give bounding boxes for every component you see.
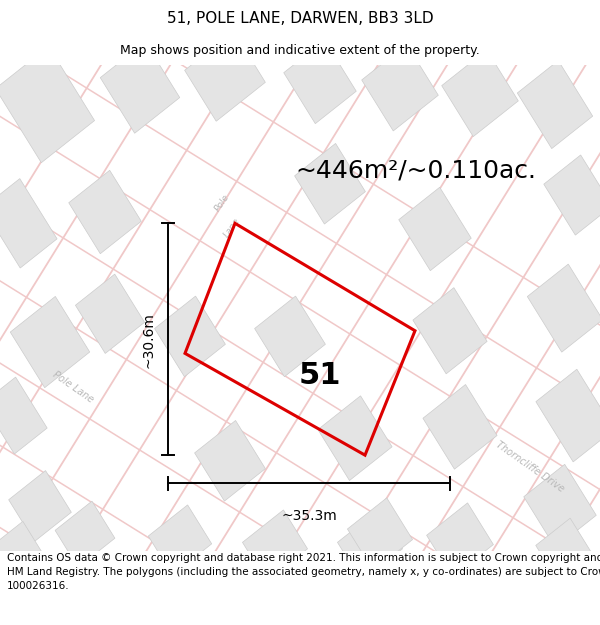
Polygon shape bbox=[295, 143, 365, 224]
Polygon shape bbox=[0, 179, 57, 268]
Text: Lane: Lane bbox=[222, 216, 242, 239]
Polygon shape bbox=[76, 274, 145, 353]
Polygon shape bbox=[0, 377, 47, 454]
Polygon shape bbox=[194, 421, 265, 501]
Polygon shape bbox=[536, 518, 594, 584]
Polygon shape bbox=[347, 498, 413, 571]
Polygon shape bbox=[242, 510, 308, 581]
Text: Map shows position and indicative extent of the property.: Map shows position and indicative extent… bbox=[120, 44, 480, 58]
Text: Pole: Pole bbox=[213, 192, 231, 213]
Polygon shape bbox=[318, 396, 392, 481]
Text: 51: 51 bbox=[299, 361, 341, 391]
Polygon shape bbox=[284, 40, 356, 124]
Polygon shape bbox=[55, 501, 115, 568]
Text: Contains OS data © Crown copyright and database right 2021. This information is : Contains OS data © Crown copyright and d… bbox=[7, 554, 600, 591]
Polygon shape bbox=[399, 188, 471, 271]
Text: ~35.3m: ~35.3m bbox=[281, 509, 337, 523]
Polygon shape bbox=[185, 31, 265, 121]
Text: Pole Lane: Pole Lane bbox=[51, 369, 95, 405]
Polygon shape bbox=[0, 46, 95, 162]
Polygon shape bbox=[527, 264, 600, 352]
Text: Thorncliffe Drive: Thorncliffe Drive bbox=[494, 439, 566, 494]
Polygon shape bbox=[413, 288, 487, 374]
Polygon shape bbox=[0, 521, 46, 581]
Polygon shape bbox=[524, 464, 596, 548]
Polygon shape bbox=[337, 510, 403, 581]
Polygon shape bbox=[69, 171, 141, 254]
Polygon shape bbox=[148, 505, 212, 575]
Text: ~30.6m: ~30.6m bbox=[141, 312, 155, 368]
Polygon shape bbox=[442, 50, 518, 137]
Polygon shape bbox=[544, 155, 600, 235]
Text: 51, POLE LANE, DARWEN, BB3 3LD: 51, POLE LANE, DARWEN, BB3 3LD bbox=[167, 11, 433, 26]
Polygon shape bbox=[254, 296, 325, 377]
Polygon shape bbox=[517, 61, 593, 149]
Text: ~446m²/~0.110ac.: ~446m²/~0.110ac. bbox=[295, 158, 536, 182]
Polygon shape bbox=[423, 384, 497, 469]
Polygon shape bbox=[427, 503, 493, 577]
Polygon shape bbox=[536, 369, 600, 462]
Polygon shape bbox=[100, 42, 180, 133]
Polygon shape bbox=[10, 296, 90, 388]
Polygon shape bbox=[362, 44, 439, 131]
Polygon shape bbox=[8, 471, 71, 541]
Polygon shape bbox=[155, 296, 226, 377]
